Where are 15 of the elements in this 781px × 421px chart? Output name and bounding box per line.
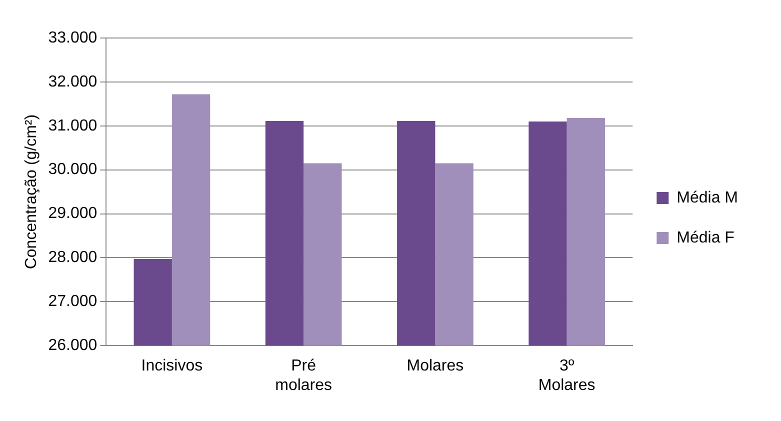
legend-label: Média M — [676, 189, 738, 206]
x-tick-label: Incisivos — [141, 358, 203, 375]
x-tick-label: Pré molares — [275, 358, 332, 394]
y-tick-label: 27.000 — [48, 293, 98, 310]
y-tick-label: 28.000 — [48, 249, 98, 266]
y-axis-title: Concentração (g/cm²) — [23, 114, 40, 270]
x-tick-label: 3º Molares — [538, 358, 596, 394]
x-tick-label: Molares — [406, 358, 464, 375]
legend-label: Média F — [676, 229, 735, 246]
y-tick-label: 31.000 — [48, 117, 98, 134]
y-tick-label: 30.000 — [48, 161, 98, 178]
y-tick-label: 29.000 — [48, 205, 98, 222]
y-tick-label: 26.000 — [48, 337, 98, 354]
y-tick-label: 33.000 — [48, 29, 98, 46]
y-tick-label: 32.000 — [48, 73, 98, 90]
